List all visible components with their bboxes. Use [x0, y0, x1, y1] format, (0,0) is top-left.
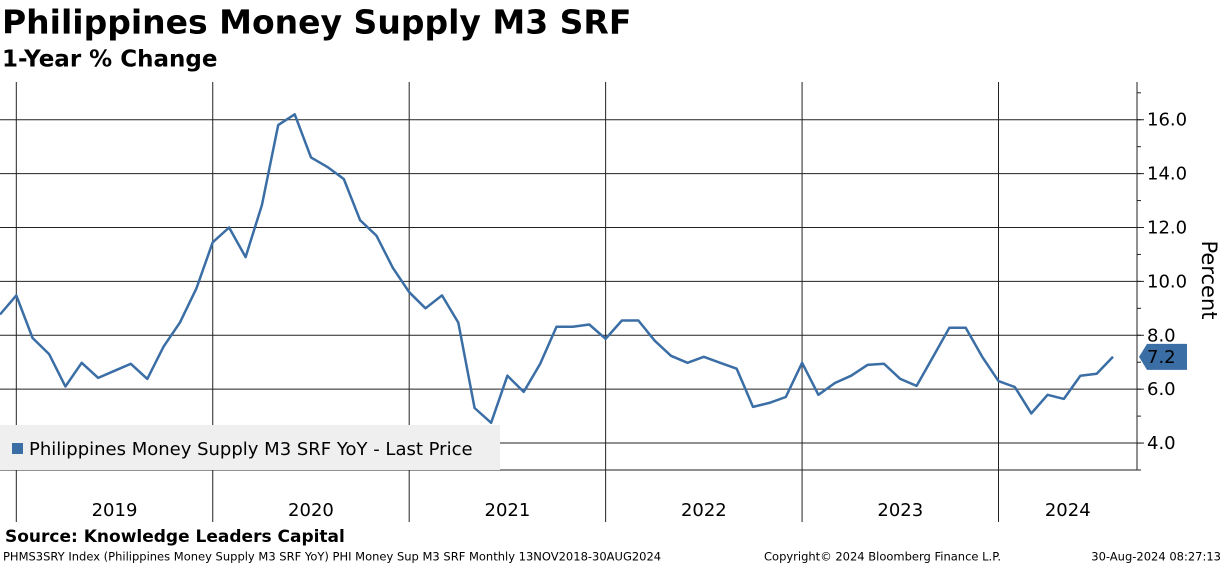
- legend-label: Philippines Money Supply M3 SRF YoY - La…: [29, 439, 473, 460]
- legend-box: [0, 425, 500, 470]
- y-tick-label: 10.0: [1147, 271, 1187, 292]
- x-tick-label: 2020: [288, 500, 334, 521]
- y-tick-label: 12.0: [1147, 218, 1187, 239]
- chart-subtitle: 1-Year % Change: [2, 47, 217, 73]
- data-line: [0, 113, 1114, 425]
- y-tick-label: 4.0: [1147, 433, 1176, 454]
- footer-center: Copyright© 2024 Bloomberg Finance L.P.: [764, 550, 1001, 564]
- x-tick-label: 2023: [877, 500, 923, 521]
- y-tick-label: 6.0: [1147, 379, 1176, 400]
- chart-title: Philippines Money Supply M3 SRF: [2, 3, 631, 42]
- y-axis-label: Percent: [1197, 240, 1221, 319]
- last-value-box: [1139, 343, 1187, 370]
- x-tick-label: 2019: [92, 500, 138, 521]
- legend-swatch: [12, 443, 23, 454]
- source: Source: Knowledge Leaders Capital: [5, 527, 345, 547]
- x-tick-label: 2021: [485, 500, 531, 521]
- x-tick-label: 2022: [681, 500, 727, 521]
- footer-right: 30-Aug-2024 08:27:13: [1091, 550, 1221, 564]
- y-tick-label: 14.0: [1147, 164, 1187, 185]
- last-value-label: 7.2: [1147, 347, 1176, 368]
- footer-left: PHMS3SRY Index (Philippines Money Supply…: [3, 550, 661, 564]
- y-tick-label: 8.0: [1147, 325, 1176, 346]
- x-tick-label: 2024: [1045, 500, 1091, 521]
- y-tick-label: 16.0: [1147, 110, 1187, 131]
